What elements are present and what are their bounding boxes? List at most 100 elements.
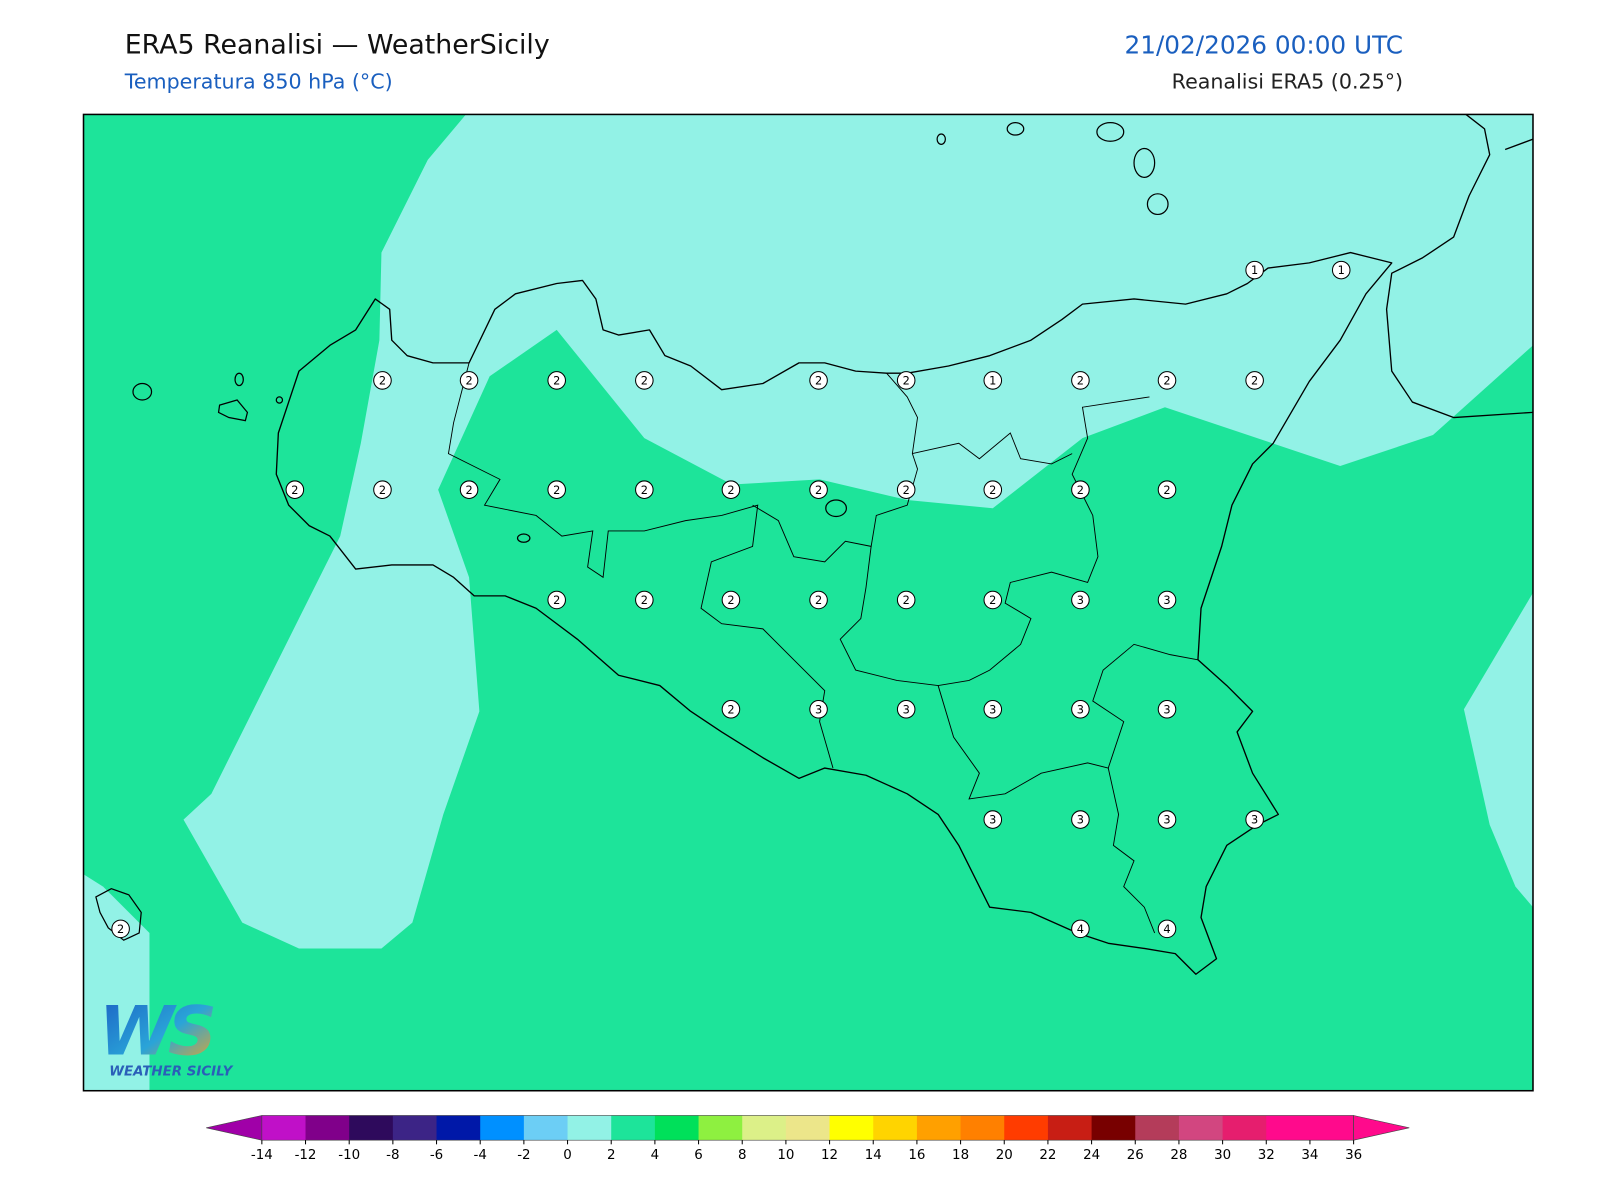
station-marker <box>459 480 479 499</box>
map-frame <box>82 113 1534 1092</box>
station-value: 1 <box>989 374 996 388</box>
colorbar-tick-label: 34 <box>1301 1148 1318 1163</box>
colorbar-bin <box>1266 1115 1311 1141</box>
station-marker <box>809 700 828 719</box>
colorbar-bin <box>654 1115 700 1141</box>
datetime: 21/02/2026 00:00 UTC <box>1124 31 1403 60</box>
station-marker <box>1071 590 1090 610</box>
station-marker <box>809 590 828 610</box>
station-value: 2 <box>641 483 648 497</box>
station-value: 2 <box>727 483 734 497</box>
colorbar-under <box>206 1115 263 1141</box>
station-value: 3 <box>1077 593 1084 607</box>
station-marker <box>547 371 566 390</box>
title: ERA5 Reanalisi — WeatherSicily <box>125 30 550 61</box>
station-marker <box>635 371 654 390</box>
station-value: 3 <box>1077 702 1084 716</box>
station-marker <box>721 480 741 499</box>
colorbar-bin <box>698 1115 743 1141</box>
station-value: 2 <box>641 374 648 388</box>
station-marker <box>896 480 916 499</box>
colorbar-bin <box>567 1115 612 1141</box>
station-value: 2 <box>553 483 560 497</box>
field-fill <box>183 114 1533 949</box>
colorbar-bin <box>785 1115 831 1141</box>
subtitle: Temperatura 850 hPa (°C) <box>124 70 393 94</box>
colorbar-bin <box>1135 1115 1180 1141</box>
colorbar-tick-label: -6 <box>430 1148 443 1163</box>
station-value: 2 <box>1077 483 1084 497</box>
colorbar-tick-label: -14 <box>251 1148 273 1163</box>
colorbar-bin <box>480 1115 525 1141</box>
station-value: 3 <box>1163 702 1170 716</box>
station-value: 3 <box>989 702 996 716</box>
station-marker <box>373 371 392 390</box>
colorbar: -14 -12 -10 -8 -6 -4 -2 0 2 4 6 8 10 12 14 16 18 20 22 24 26… <box>206 1115 1410 1163</box>
station-value: 2 <box>903 593 910 607</box>
islands <box>95 122 1169 941</box>
colorbar-bin <box>960 1115 1005 1141</box>
station-value: 3 <box>903 702 910 716</box>
colorbar-tick-label: -10 <box>338 1148 360 1163</box>
station-marker <box>1245 260 1264 280</box>
colorbar-tick-label: -2 <box>517 1148 530 1163</box>
station-value: 2 <box>641 593 648 607</box>
source: Reanalisi ERA5 (0.25°) <box>1172 70 1403 94</box>
colorbar-bin <box>1004 1115 1049 1141</box>
station-value: 2 <box>291 483 298 497</box>
station-value: 3 <box>1077 813 1084 827</box>
station-marker <box>1331 260 1351 280</box>
station-marker <box>809 371 828 390</box>
station-marker <box>1245 810 1264 829</box>
province-borders <box>447 362 1199 934</box>
station-marker <box>1071 919 1090 939</box>
station-marker <box>373 480 392 499</box>
field-fill <box>1463 592 1533 908</box>
colorbar-tick-label: -12 <box>295 1148 317 1163</box>
station-value: 2 <box>903 374 910 388</box>
station-value: 1 <box>1251 263 1258 277</box>
station-value: 4 <box>1077 922 1084 936</box>
colorbar-bin <box>392 1115 438 1141</box>
colorbar-tick-label: 32 <box>1258 1148 1275 1163</box>
colorbar-tick-label: 16 <box>908 1148 925 1163</box>
colorbar-tick-label: 22 <box>1039 1148 1056 1163</box>
station-marker <box>721 590 741 610</box>
station-value: 3 <box>989 813 996 827</box>
station-marker <box>896 590 916 610</box>
station-value: 4 <box>1163 922 1170 936</box>
station-value: 3 <box>1163 813 1170 827</box>
colorbar-tick-label: 24 <box>1083 1148 1100 1163</box>
colorbar-tick-label: 12 <box>821 1148 838 1163</box>
colorbar-tick-label: 8 <box>738 1148 747 1163</box>
station-value: 3 <box>1163 593 1170 607</box>
stations: 1 1 2 2 2 2 2 2 1 2 2 2 2 2 2 2 2 2 2 2 2 2 2 2 2 2 2 2 2 3 3 2 3 3 3 3 3 3 3 3… <box>111 260 1351 939</box>
colorbar-bin <box>523 1115 569 1141</box>
logo: WS WEATHER SICILY <box>99 993 234 1080</box>
station-value: 2 <box>1163 374 1170 388</box>
station-marker <box>459 371 479 390</box>
station-marker <box>1157 371 1177 390</box>
colorbar-bin <box>873 1115 918 1141</box>
colorbar-tick-label: 18 <box>952 1148 969 1163</box>
station-marker <box>1157 590 1177 610</box>
map: 1 1 2 2 2 2 2 2 1 2 2 2 2 2 2 2 2 2 2 2 2 2 2 2 2 2 2 2 2 3 3 2 3 3 3 3 3 3 3 3… <box>83 114 1533 1091</box>
station-value: 2 <box>989 483 996 497</box>
station-marker <box>1071 700 1090 719</box>
coastline <box>1385 114 1533 419</box>
station-value: 2 <box>1251 374 1258 388</box>
field-fill <box>83 874 150 1091</box>
station-value: 2 <box>815 374 822 388</box>
station-marker <box>983 590 1003 610</box>
colorbar-tick-label: 26 <box>1127 1148 1144 1163</box>
station-marker <box>896 371 916 390</box>
colorbar-bin <box>1047 1115 1093 1141</box>
colorbar-bin <box>436 1115 481 1141</box>
station-value: 2 <box>379 483 386 497</box>
station-marker <box>1245 371 1264 390</box>
station-marker <box>983 480 1003 499</box>
logo-initials: WS <box>99 993 214 1072</box>
colorbar-bin <box>305 1115 350 1141</box>
colorbar-tick-label: -8 <box>386 1148 399 1163</box>
